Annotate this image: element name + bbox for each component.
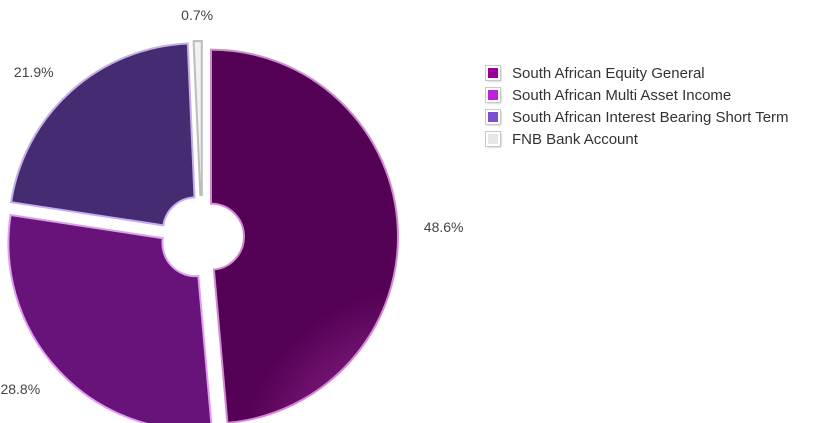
legend-label: South African Interest Bearing Short Ter… (512, 108, 789, 126)
slice-data-label: 21.9% (14, 64, 54, 80)
pie-slices (7, 40, 399, 423)
pie-slice[interactable] (7, 213, 213, 423)
pie-slice[interactable] (209, 48, 399, 423)
legend-item[interactable]: South African Interest Bearing Short Ter… (484, 106, 789, 128)
legend-item[interactable]: FNB Bank Account (484, 128, 789, 150)
legend-item[interactable]: South African Multi Asset Income (484, 84, 789, 106)
legend: South African Equity General South Afric… (484, 62, 789, 150)
pie-slice[interactable] (9, 42, 196, 227)
legend-label: South African Multi Asset Income (512, 86, 732, 104)
legend-label: FNB Bank Account (512, 130, 638, 148)
legend-swatch (486, 88, 500, 102)
slice-data-label: 28.8% (0, 381, 40, 397)
slice-data-label: 48.6% (424, 219, 464, 235)
legend-label: South African Equity General (512, 64, 705, 82)
legend-swatch (486, 66, 500, 80)
pie-data-labels: 48.6% 28.8% 21.9% 0.7% (0, 7, 463, 397)
legend-swatch (486, 110, 500, 124)
legend-item[interactable]: South African Equity General (484, 62, 789, 84)
slice-data-label: 0.7% (181, 7, 213, 23)
pie-slice[interactable] (192, 40, 203, 197)
legend-swatch (486, 132, 500, 146)
